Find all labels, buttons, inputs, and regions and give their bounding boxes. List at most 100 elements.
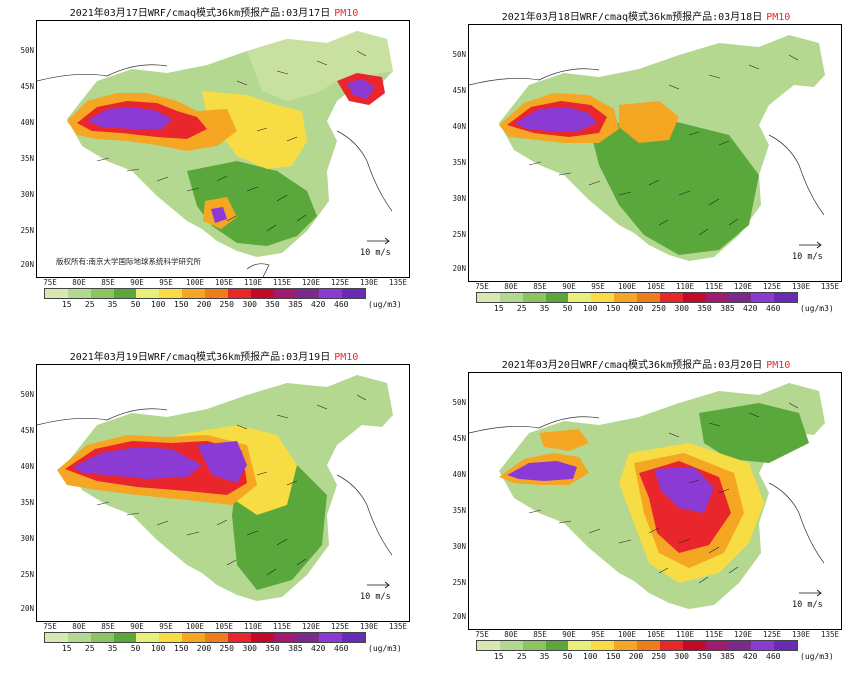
lon-label: 135E [388, 622, 408, 631]
lon-label: 135E [820, 630, 840, 639]
legend-label: 385 [720, 304, 735, 313]
lon-label: 135E [388, 278, 408, 287]
lon-label: 80E [504, 630, 518, 639]
legend-swatch [591, 293, 615, 302]
legend-swatch [159, 289, 183, 298]
lon-label: 110E [243, 622, 263, 631]
panel-date-title: 2021年03月20日WRF/cmaq模式36km预报产品:03月20日 [501, 360, 763, 371]
pm10-map [468, 24, 842, 282]
legend-label: 350 [265, 644, 280, 653]
color-legend-bar [44, 632, 366, 643]
wind-reference-label: 10 m/s [792, 600, 823, 610]
legend-label: 15 [61, 300, 72, 309]
legend-label: 200 [628, 652, 644, 661]
lon-label: 95E [159, 278, 173, 287]
lon-label: 110E [675, 630, 695, 639]
legend-label: 50 [562, 652, 573, 661]
lat-label: 25N [452, 578, 466, 587]
legend-label: 350 [697, 652, 712, 661]
legend-swatch [90, 633, 114, 642]
lat-label: 35N [20, 498, 34, 507]
legend-label: 200 [628, 304, 644, 313]
color-legend-bar [476, 640, 798, 651]
legend-swatch [182, 633, 206, 642]
lon-label: 100E [617, 282, 637, 291]
legend-label: 300 [674, 304, 689, 313]
legend-swatch [545, 293, 569, 302]
lon-label: 80E [504, 282, 518, 291]
legend-swatch [227, 289, 251, 298]
copyright-credit: 版权所有:南京大学国际地球系统科学研究所 [56, 257, 202, 266]
legend-swatch [614, 293, 638, 302]
pm10-map [36, 20, 410, 278]
lat-label: 20N [452, 264, 466, 273]
panel-date-title: 2021年03月18日WRF/cmaq模式36km预报产品:03月18日 [501, 12, 763, 23]
legend-label: 420 [743, 652, 758, 661]
lon-label: 85E [533, 630, 547, 639]
pm10-map [468, 372, 842, 630]
legend-swatch [705, 293, 729, 302]
legend-swatch [205, 289, 228, 298]
legend-label: 420 [311, 300, 326, 309]
legend-swatch [728, 293, 752, 302]
lat-label: 35N [20, 154, 34, 163]
legend-label: 35 [107, 644, 118, 653]
lon-label: 75E [475, 282, 489, 291]
lat-label: 20N [452, 612, 466, 621]
lon-label: 130E [791, 282, 811, 291]
legend-label: 250 [219, 644, 234, 653]
lat-label: 30N [20, 534, 34, 543]
legend-label: 100 [151, 300, 166, 309]
legend-swatch [296, 289, 320, 298]
lon-label: 120E [301, 622, 321, 631]
legend-label: 150 [174, 644, 189, 653]
legend-units: (ug/m3) [800, 304, 834, 313]
wind-vectors [96, 50, 367, 232]
lon-label: 125E [762, 630, 782, 639]
lon-label: 75E [475, 630, 489, 639]
legend-swatch [319, 289, 343, 298]
lon-label: 120E [733, 630, 753, 639]
legend-label: 250 [651, 304, 666, 313]
panel-title: 2021年03月17日WRF/cmaq模式36km预报产品:03月17日 PM10 [4, 4, 424, 19]
wind-reference-label: 10 m/s [360, 592, 391, 602]
legend-label: 150 [606, 304, 621, 313]
lon-label: 105E [646, 282, 666, 291]
lon-label: 100E [617, 630, 637, 639]
legend-label: 50 [562, 304, 573, 313]
lon-label: 75E [43, 622, 57, 631]
lat-label: 45N [452, 434, 466, 443]
lat-label: 30N [452, 542, 466, 551]
legend-swatch [67, 633, 91, 642]
legend-swatch [90, 289, 114, 298]
lat-label: 30N [20, 190, 34, 199]
legend-swatch [477, 641, 500, 650]
legend-label: 35 [539, 652, 550, 661]
legend-swatch [67, 289, 91, 298]
wind-reference-label: 10 m/s [360, 248, 391, 258]
legend-units: (ug/m3) [800, 652, 834, 661]
legend-labels: 15 25 35 50 100 150 200 250 300 350 385 … [476, 652, 796, 662]
lon-label: 85E [533, 282, 547, 291]
legend-units: (ug/m3) [368, 644, 402, 653]
legend-label: 25 [516, 304, 527, 313]
legend-swatch [342, 633, 366, 642]
legend-swatch [522, 641, 546, 650]
panel-title: 2021年03月19日WRF/cmaq模式36km预报产品:03月19日 PM10 [4, 348, 424, 363]
panel-title: 2021年03月20日WRF/cmaq模式36km预报产品:03月20日 PM10 [436, 356, 856, 371]
pm10-field [469, 35, 825, 261]
legend-swatch [113, 289, 137, 298]
pm10-field [37, 375, 393, 601]
lat-label: 30N [452, 194, 466, 203]
lat-label: 50N [452, 50, 466, 59]
pollutant-label: PM10 [766, 12, 791, 23]
lon-label: 120E [301, 278, 321, 287]
lon-label: 115E [272, 278, 292, 287]
legend-swatch [45, 289, 68, 298]
lat-label: 50N [452, 398, 466, 407]
lon-label: 120E [733, 282, 753, 291]
legend-label: 100 [583, 652, 598, 661]
lat-label: 25N [452, 230, 466, 239]
legend-swatch [522, 293, 546, 302]
legend-swatch [682, 293, 706, 302]
